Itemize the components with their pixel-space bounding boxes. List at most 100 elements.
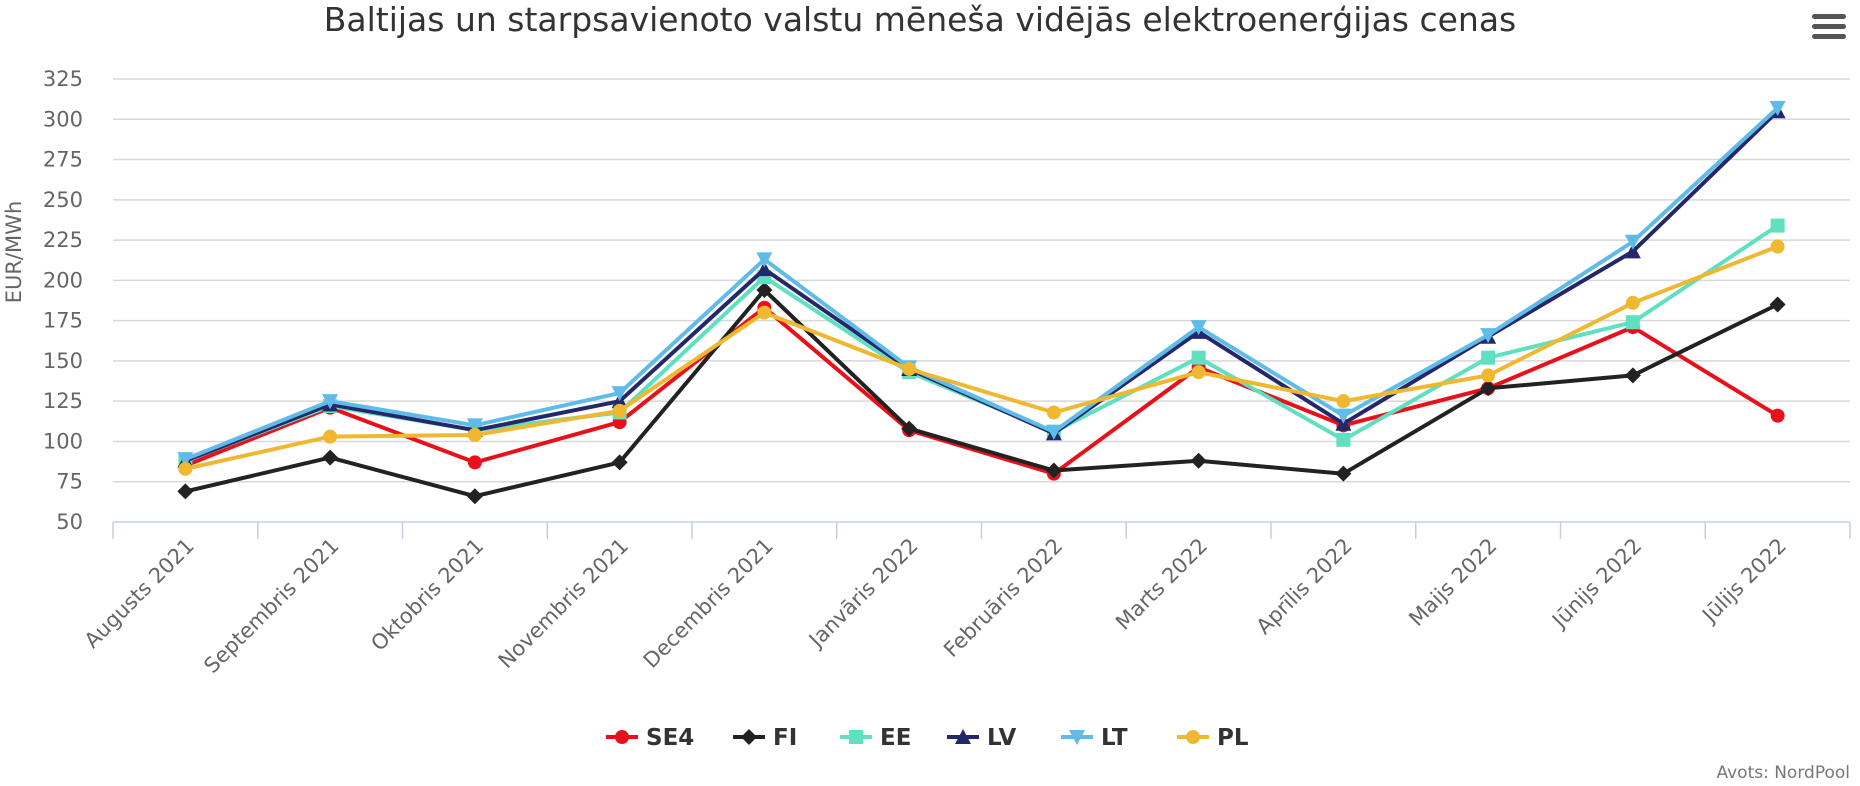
legend-marker[interactable] <box>741 729 757 745</box>
legend-marker[interactable] <box>1186 730 1200 744</box>
series-pl-point[interactable] <box>1481 368 1496 383</box>
series-pl-point[interactable] <box>1625 295 1640 310</box>
series-pl-point[interactable] <box>323 429 338 444</box>
x-tick-label: Aprīlis 2022 <box>1252 534 1357 639</box>
series-fi-point[interactable] <box>756 282 773 299</box>
x-tick-label: Maijs 2022 <box>1404 534 1501 631</box>
series-pl-point[interactable] <box>1336 394 1351 409</box>
series-lv-point[interactable] <box>1624 243 1641 259</box>
series-se4-line <box>183 305 1780 476</box>
x-tick-label: Februāris 2022 <box>939 534 1067 662</box>
series-pl-point[interactable] <box>612 403 627 418</box>
x-tick-label: Augusts 2021 <box>80 534 199 653</box>
series-ee-point[interactable] <box>1481 350 1496 365</box>
y-tick-label: 125 <box>43 389 83 413</box>
series-fi-point[interactable] <box>466 488 483 505</box>
series-pl-point[interactable] <box>757 305 772 320</box>
hamburger-menu-icon <box>1812 14 1846 39</box>
x-axis <box>112 521 1851 539</box>
legend-item-lv[interactable]: LV <box>947 725 1016 751</box>
x-tick-label: Novembris 2021 <box>494 534 633 673</box>
legend-label: LV <box>987 725 1016 751</box>
legend-marker[interactable] <box>849 730 863 744</box>
series-pl <box>178 239 1785 476</box>
y-axis-label: EUR/MWh <box>2 201 26 304</box>
series-lt <box>177 100 1786 468</box>
y-tick-label: 275 <box>43 148 83 172</box>
legend-item-fi[interactable]: FI <box>733 725 797 751</box>
series-lt-point[interactable] <box>611 386 628 402</box>
y-tick-label: 75 <box>56 470 83 494</box>
x-tick-label: Decembris 2021 <box>639 534 778 673</box>
series-fi <box>177 282 1786 505</box>
series-pl-point[interactable] <box>902 361 917 376</box>
series-lt-point[interactable] <box>1045 424 1062 440</box>
series-lt-point[interactable] <box>756 252 773 268</box>
legend-item-lt[interactable]: LT <box>1061 725 1128 751</box>
series-lt-line <box>183 106 1780 462</box>
series-fi-point[interactable] <box>177 483 194 500</box>
series-lt-point[interactable] <box>1769 100 1786 116</box>
legend: SE4 FI EE LV LT PL <box>606 725 1249 751</box>
series-pl-point[interactable] <box>1770 239 1785 254</box>
series-se4-point[interactable] <box>467 455 482 470</box>
grid-lines <box>113 78 1850 483</box>
y-tick-label: 50 <box>56 510 83 534</box>
series-fi-point[interactable] <box>1624 367 1641 384</box>
series-ee-point[interactable] <box>1336 432 1351 447</box>
series-pl-point[interactable] <box>467 428 482 443</box>
legend-label: EE <box>880 725 911 751</box>
legend-marker[interactable] <box>955 729 971 744</box>
series-ee-line <box>183 223 1780 463</box>
legend-item-se4[interactable]: SE4 <box>606 725 694 751</box>
series-pl-point[interactable] <box>1046 405 1061 420</box>
series-fi-point[interactable] <box>1335 465 1352 482</box>
series-lt-point[interactable] <box>1335 408 1352 424</box>
series-lv-point[interactable] <box>756 261 773 277</box>
series-fi-point[interactable] <box>1480 380 1497 397</box>
series-fi-point[interactable] <box>1769 296 1786 313</box>
series-lt-point[interactable] <box>466 418 483 434</box>
series-lt-point[interactable] <box>1190 320 1207 336</box>
series-fi-point[interactable] <box>1045 462 1062 479</box>
series-ee-point[interactable] <box>1770 218 1785 233</box>
x-axis-ticks: Augusts 2021 Septembris 2021 Oktobris 2021… <box>80 534 1791 678</box>
x-tick-label: Janvāris 2022 <box>803 534 923 654</box>
series-fi-point[interactable] <box>611 454 628 471</box>
series-lt-point[interactable] <box>1480 328 1497 344</box>
legend-label: SE4 <box>646 725 694 751</box>
y-tick-label: 100 <box>43 429 83 453</box>
series-ee <box>178 218 1785 468</box>
series-group <box>177 100 1786 505</box>
legend-marker[interactable] <box>1069 730 1085 745</box>
y-tick-label: 325 <box>43 67 83 91</box>
series-ee-point[interactable] <box>1625 315 1640 330</box>
series-pl-point[interactable] <box>1191 365 1206 380</box>
series-se4-point[interactable] <box>1770 408 1785 423</box>
y-tick-label: 250 <box>43 188 83 212</box>
x-tick-label: Marts 2022 <box>1111 534 1212 635</box>
x-tick-label: Jūnijs 2022 <box>1546 534 1646 634</box>
y-tick-label: 175 <box>43 309 83 333</box>
legend-label: LT <box>1101 725 1128 751</box>
series-lt-point[interactable] <box>1624 234 1641 250</box>
series-lv-line <box>183 109 1780 463</box>
y-tick-label: 150 <box>43 349 83 373</box>
x-tick-label: Oktobris 2021 <box>366 534 488 656</box>
series-fi-point[interactable] <box>1190 452 1207 469</box>
series-lt-point[interactable] <box>322 394 339 410</box>
series-ee-point[interactable] <box>1191 350 1206 365</box>
legend-marker[interactable] <box>615 730 629 744</box>
legend-item-pl[interactable]: PL <box>1177 725 1249 751</box>
x-tick-label: Jūlijs 2022 <box>1696 534 1791 629</box>
legend-label: PL <box>1217 725 1249 751</box>
chart-menu-button[interactable] <box>1808 10 1848 46</box>
series-pl-line <box>183 244 1780 471</box>
series-pl-point[interactable] <box>178 461 193 476</box>
series-fi-point[interactable] <box>322 449 339 466</box>
y-tick-label: 225 <box>43 228 83 252</box>
series-lt-point[interactable] <box>177 452 194 468</box>
legend-item-ee[interactable]: EE <box>840 725 911 751</box>
series-fi-point[interactable] <box>901 420 918 437</box>
